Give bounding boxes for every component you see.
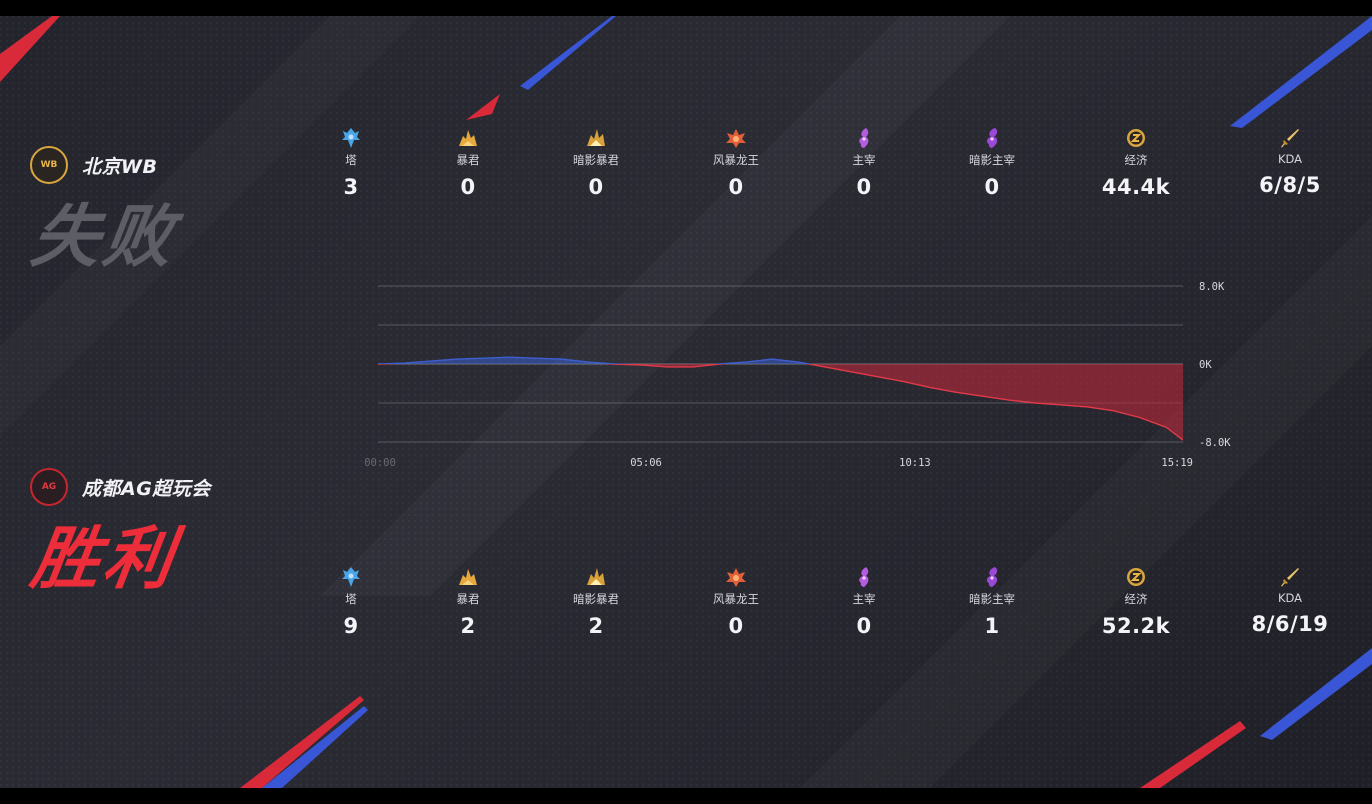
stat-label: 经济 [1124, 153, 1148, 167]
team-logo-ag: AG [30, 468, 68, 506]
overlord-icon [852, 126, 876, 150]
team-name-bottom: 成都AG超玩会 [82, 477, 211, 500]
stat-gold-bottom: 经济 52.2k [1081, 565, 1191, 638]
stat-label: 风暴龙王 [713, 592, 759, 606]
stat-value: 0 [728, 614, 744, 638]
stat-value: 44.4k [1101, 175, 1171, 199]
stat-value: 0 [856, 614, 872, 638]
stat-value: 0 [588, 175, 604, 199]
accent-blue-stripe [1230, 16, 1372, 128]
accent-red-stripe [1140, 721, 1246, 788]
stat-shadow-overlord-bottom: 暗影主宰 1 [937, 565, 1047, 638]
team-name-top: 北京WB [82, 155, 158, 178]
stat-sword-bottom: KDA 8/6/19 [1235, 565, 1345, 636]
y-tick-label: 8.0K [1199, 281, 1225, 293]
tower-icon [339, 126, 363, 150]
team-logo-wb: WB [30, 146, 68, 184]
stat-label: 经济 [1124, 592, 1148, 606]
stat-label: 暗影主宰 [969, 153, 1015, 167]
stat-label: 暴君 [456, 153, 480, 167]
stat-label: 暗影暴君 [573, 592, 619, 606]
x-tick-label: 05:06 [630, 457, 662, 469]
stats-row-top: 塔 3 暴君 0 暗影暴君 0 风暴龙王 0 主宰 0 暗影主宰 0 经济 44.4k KDA 6/8/5 [0, 126, 1372, 216]
match-summary-screen: WB 北京WB 失败 AG 成都AG超玩会 胜利 塔 3 暴君 0 暗影暴君 0 风暴龙王 0… [0, 16, 1372, 788]
stat-label: 暗影主宰 [969, 592, 1015, 606]
stat-gold-top: 经济 44.4k [1081, 126, 1191, 199]
tower-icon [339, 565, 363, 589]
sword-icon [1278, 126, 1302, 150]
stat-label: 主宰 [852, 592, 876, 606]
stat-label: 暴君 [456, 592, 480, 606]
x-tick-label: 10:13 [899, 457, 931, 469]
stat-shadow-tyrant-top: 暗影暴君 0 [541, 126, 651, 199]
stat-overlord-top: 主宰 0 [809, 126, 919, 199]
accent-blue-stripe [262, 706, 368, 788]
stat-value: 8/6/19 [1251, 612, 1329, 636]
accent-red-stripe [240, 696, 364, 788]
stat-value: 2 [460, 614, 476, 638]
tyrant-icon [456, 565, 480, 589]
stat-value: 1 [984, 614, 1000, 638]
stat-value: 3 [343, 175, 359, 199]
gold-icon [1124, 126, 1148, 150]
stat-shadow-tyrant-bottom: 暗影暴君 2 [541, 565, 651, 638]
accent-blue-stripe [1260, 648, 1372, 740]
y-tick-label: 0K [1199, 359, 1212, 371]
stat-label: 塔 [345, 153, 357, 167]
shadow-tyrant-icon [584, 565, 608, 589]
storm-dragon-icon [724, 565, 748, 589]
stat-overlord-bottom: 主宰 0 [809, 565, 919, 638]
accent-red-stripe [466, 94, 500, 120]
sword-icon [1278, 565, 1302, 589]
stat-value: 9 [343, 614, 359, 638]
stat-value: 0 [984, 175, 1000, 199]
stat-label: KDA [1277, 591, 1303, 605]
storm-dragon-icon [724, 126, 748, 150]
stat-label: 塔 [345, 592, 357, 606]
stat-value: 0 [460, 175, 476, 199]
stat-label: 暗影暴君 [573, 153, 619, 167]
background-decoration [0, 16, 1372, 788]
stat-tyrant-top: 暴君 0 [413, 126, 523, 199]
stat-sword-top: KDA 6/8/5 [1235, 126, 1345, 197]
stat-tyrant-bottom: 暴君 2 [413, 565, 523, 638]
stat-value: 0 [856, 175, 872, 199]
stats-row-bottom: 塔 9 暴君 2 暗影暴君 2 风暴龙王 0 主宰 0 暗影主宰 1 经济 52.2k KDA 8/6/19 [0, 565, 1372, 655]
team-header-top: WB 北京WB [30, 146, 157, 184]
series-line-positive [378, 356, 813, 364]
stat-label: KDA [1277, 152, 1303, 166]
gold-difference-chart: 8.0K 0K -8.0K 00:00 05:06 10:13 15:19 [364, 281, 1231, 469]
team-header-bottom: AG 成都AG超玩会 [30, 468, 211, 506]
stat-value: 6/8/5 [1259, 173, 1321, 197]
stat-storm-dragon-top: 风暴龙王 0 [681, 126, 791, 199]
shadow-tyrant-icon [584, 126, 608, 150]
series-line-negative [378, 364, 1183, 441]
x-tick-label: 00:00 [364, 457, 396, 469]
overlord-icon [852, 565, 876, 589]
series-area-negative [378, 364, 1183, 441]
tyrant-icon [456, 126, 480, 150]
x-tick-label: 15:19 [1161, 457, 1193, 469]
gold-icon [1124, 565, 1148, 589]
accent-red-stripe [0, 16, 60, 82]
stat-label: 主宰 [852, 153, 876, 167]
y-tick-label: -8.0K [1199, 437, 1231, 449]
stat-shadow-overlord-top: 暗影主宰 0 [937, 126, 1047, 199]
stat-storm-dragon-bottom: 风暴龙王 0 [681, 565, 791, 638]
stat-label: 风暴龙王 [713, 153, 759, 167]
stat-value: 2 [588, 614, 604, 638]
shadow-overlord-icon [980, 126, 1004, 150]
accent-blue-stripe [520, 16, 616, 90]
stat-value: 52.2k [1101, 614, 1171, 638]
stat-value: 0 [728, 175, 744, 199]
shadow-overlord-icon [980, 565, 1004, 589]
